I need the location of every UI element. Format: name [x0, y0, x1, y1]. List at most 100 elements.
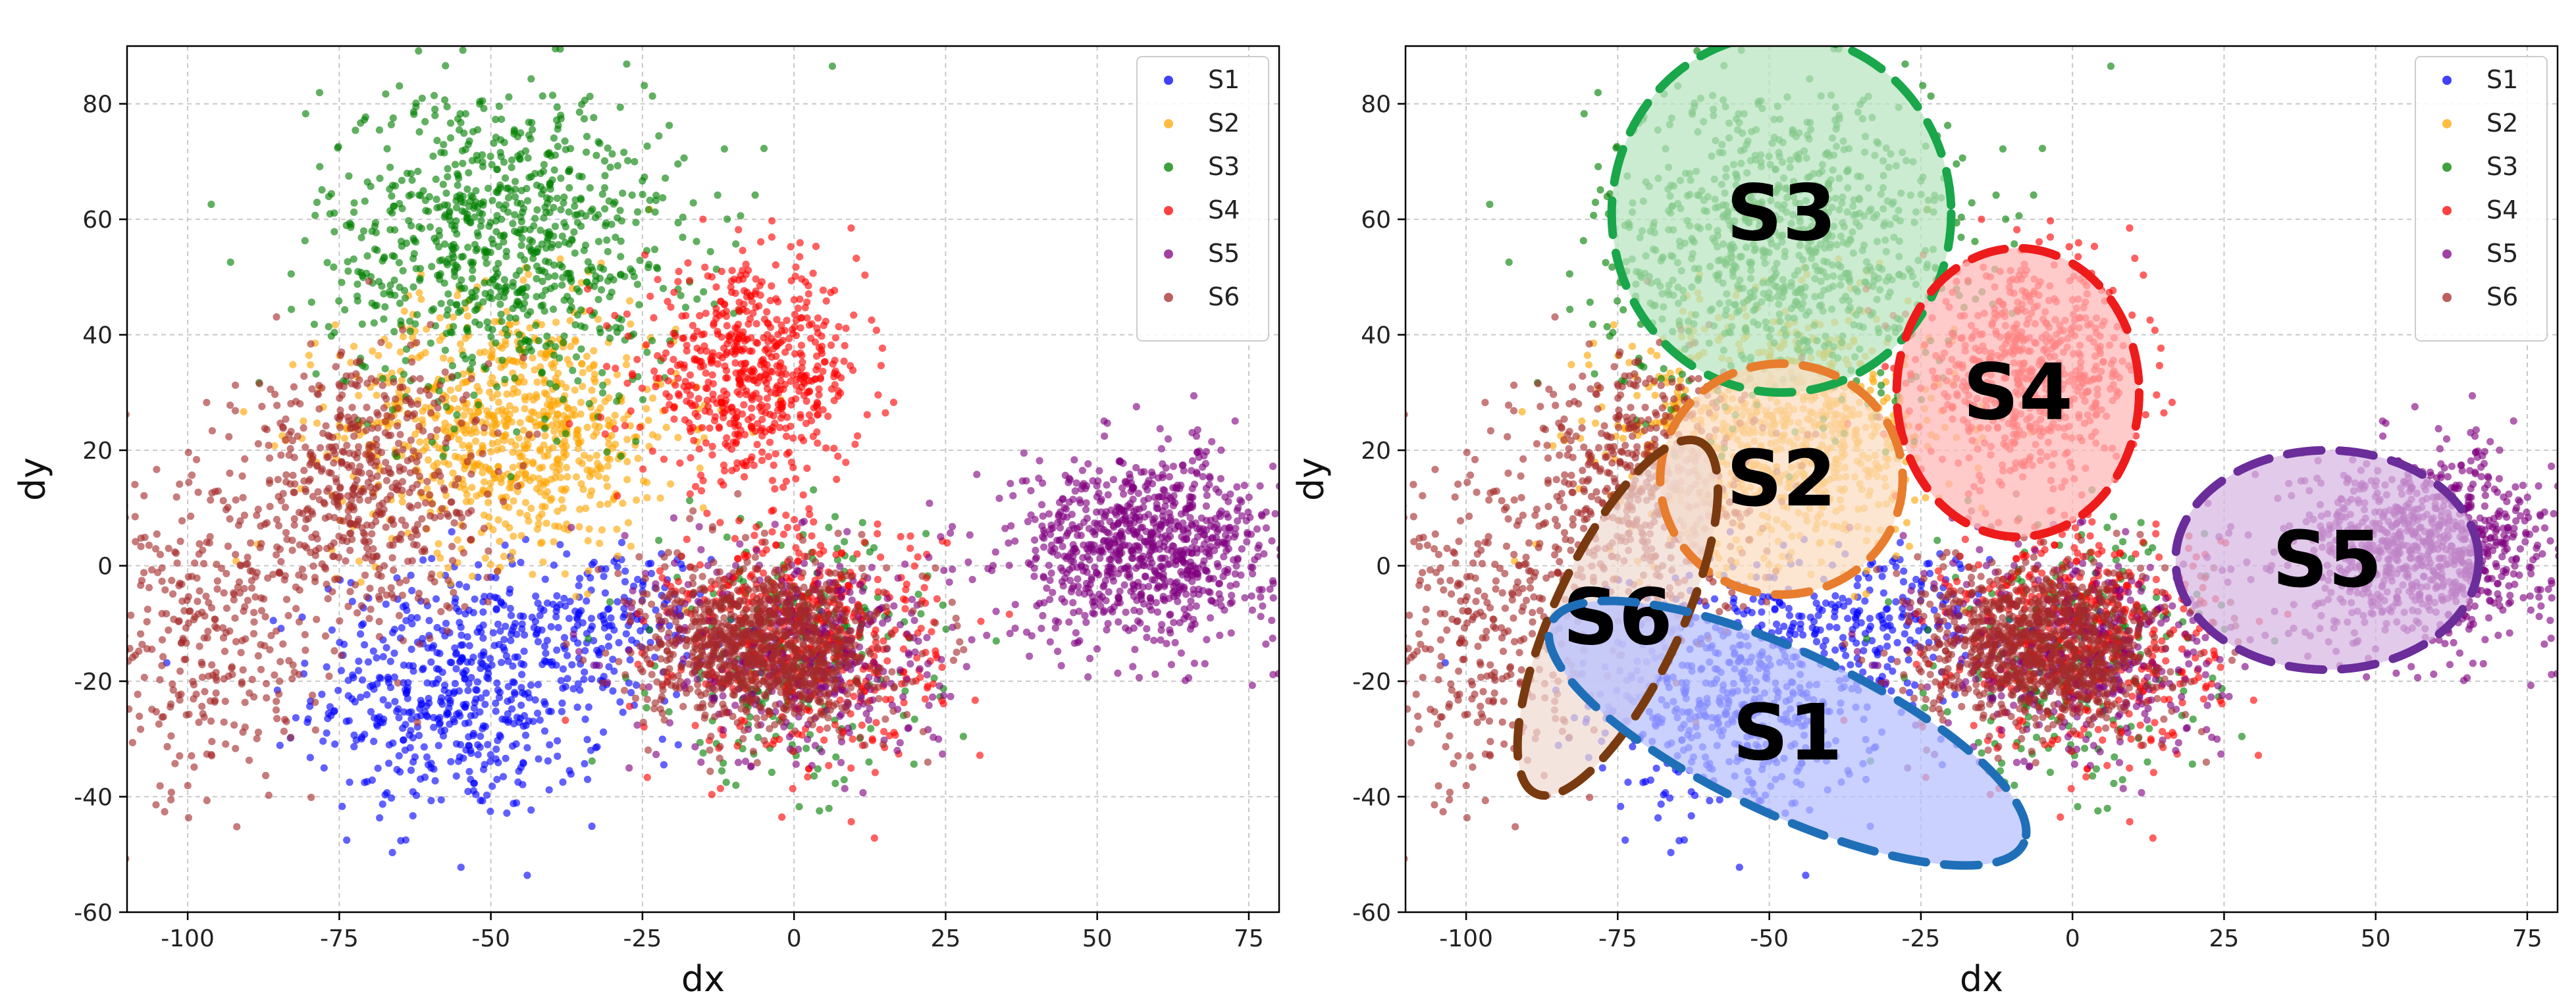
- scatter-point: [720, 481, 727, 489]
- scatter-point: [616, 207, 624, 215]
- scatter-point: [1089, 477, 1097, 485]
- scatter-point: [850, 311, 858, 319]
- scatter-point: [373, 722, 381, 730]
- scatter-point: [1165, 473, 1173, 481]
- scatter-point: [494, 620, 502, 629]
- scatter-point: [652, 750, 660, 758]
- scatter-point: [741, 473, 749, 481]
- scatter-point: [1005, 561, 1013, 569]
- scatter-point: [415, 289, 423, 297]
- scatter-point: [770, 412, 777, 420]
- scatter-point: [525, 270, 533, 278]
- scatter-point: [571, 386, 579, 394]
- scatter-point: [440, 354, 448, 362]
- scatter-point: [973, 471, 981, 478]
- scatter-point: [287, 270, 295, 278]
- scatter-point: [1113, 511, 1120, 519]
- scatter-point: [728, 267, 736, 274]
- scatter-point: [311, 211, 319, 219]
- scatter-point: [1156, 525, 1164, 532]
- scatter-point: [374, 764, 382, 772]
- scatter-point: [463, 185, 471, 193]
- scatter-point: [559, 778, 567, 786]
- scatter-point: [533, 293, 540, 301]
- scatter-point: [604, 144, 612, 152]
- scatter-point: [491, 474, 499, 482]
- scatter-point: [531, 366, 539, 374]
- scatter-point: [831, 334, 839, 342]
- scatter-point: [625, 297, 634, 305]
- scatter-point: [581, 668, 589, 676]
- scatter-point: [557, 474, 565, 482]
- scatter-point: [387, 120, 396, 128]
- scatter-point: [1020, 449, 1028, 457]
- scatter-point: [1030, 564, 1038, 572]
- scatter-point: [1193, 469, 1201, 476]
- scatter-point: [922, 530, 930, 538]
- scatter-point: [732, 561, 740, 570]
- scatter-point: [389, 739, 397, 747]
- scatter-point: [754, 733, 762, 741]
- scatter-point: [748, 413, 756, 421]
- scatter-point: [498, 317, 506, 325]
- scatter-point: [476, 708, 484, 716]
- scatter-point: [596, 274, 604, 282]
- scatter-point: [1203, 636, 1211, 644]
- scatter-point: [276, 742, 284, 750]
- scatter-point: [554, 752, 562, 760]
- scatter-point: [1049, 524, 1057, 532]
- scatter-point: [341, 306, 349, 314]
- scatter-point: [813, 324, 821, 332]
- scatter-point: [687, 391, 695, 399]
- scatter-point: [1151, 670, 1159, 678]
- scatter-point: [525, 344, 533, 351]
- scatter-point: [684, 259, 692, 267]
- scatter-point: [521, 631, 529, 639]
- scatter-point: [712, 315, 720, 322]
- scatter-point: [1127, 525, 1135, 532]
- scatter-point: [485, 513, 493, 521]
- scatter-point: [531, 696, 539, 704]
- scatter-point: [643, 348, 651, 356]
- scatter-point: [707, 584, 715, 592]
- scatter-point: [577, 195, 585, 203]
- scatter-point: [768, 368, 776, 376]
- scatter-point: [539, 463, 546, 471]
- scatter-point: [511, 193, 519, 201]
- scatter-point: [806, 707, 814, 715]
- scatter-point: [917, 610, 925, 618]
- scatter-point: [930, 674, 938, 682]
- scatter-point: [1224, 513, 1232, 521]
- scatter-point: [647, 559, 655, 567]
- scatter-point: [467, 658, 475, 666]
- scatter-point: [545, 786, 553, 794]
- scatter-point: [1090, 610, 1098, 618]
- scatter-point: [621, 532, 629, 540]
- scatter-point: [1203, 492, 1211, 500]
- scatter-point: [574, 377, 582, 385]
- scatter-point: [808, 532, 816, 540]
- scatter-point: [416, 276, 424, 284]
- scatter-point: [1082, 618, 1090, 627]
- scatter-point: [271, 442, 278, 450]
- scatter-point: [1213, 534, 1221, 542]
- scatter-point: [507, 611, 515, 619]
- scatter-point: [554, 369, 562, 377]
- scatter-point: [556, 601, 564, 609]
- scatter-point: [831, 367, 839, 375]
- scatter-point: [357, 621, 366, 629]
- scatter-point: [301, 659, 309, 667]
- scatter-point: [874, 391, 882, 399]
- scatter-point: [594, 296, 602, 303]
- scatter-point: [639, 190, 646, 199]
- scatter-point: [804, 773, 812, 781]
- scatter-point: [1105, 588, 1113, 596]
- scatter-point: [878, 344, 887, 352]
- scatter-point: [695, 395, 702, 403]
- scatter-point: [584, 590, 592, 598]
- scatter-point: [708, 451, 716, 459]
- scatter-point: [529, 717, 537, 725]
- scatter-point: [787, 377, 795, 385]
- scatter-point: [508, 156, 516, 164]
- scatter-point: [515, 331, 523, 339]
